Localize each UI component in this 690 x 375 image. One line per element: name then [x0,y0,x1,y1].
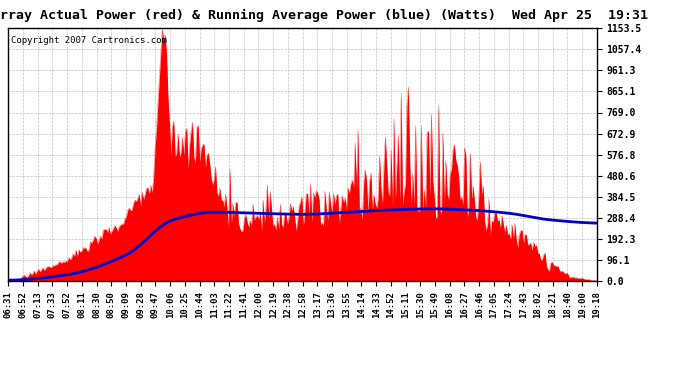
Text: East Array Actual Power (red) & Running Average Power (blue) (Watts)  Wed Apr 25: East Array Actual Power (red) & Running … [0,9,648,22]
Text: Copyright 2007 Cartronics.com: Copyright 2007 Cartronics.com [11,36,167,45]
